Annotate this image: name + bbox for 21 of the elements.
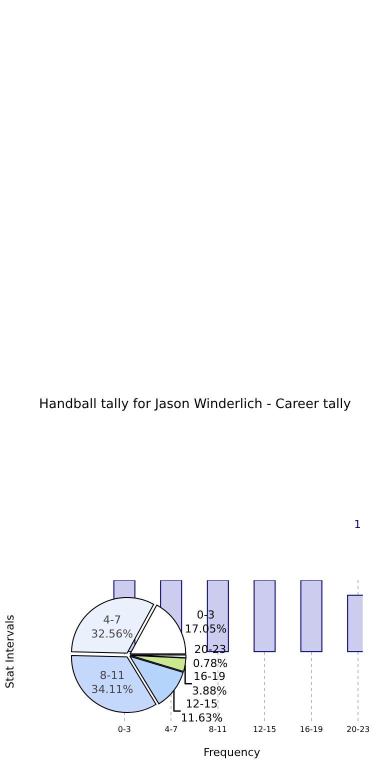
data-label: 0.78%	[192, 657, 228, 670]
y-axis-title: Stat Intervals	[4, 614, 17, 688]
data-label: 32.56%	[91, 628, 134, 641]
data-label: 11.63%	[180, 712, 223, 725]
pie-slice	[71, 655, 157, 713]
text: 1	[354, 518, 361, 531]
slice-label: 8-11	[100, 668, 125, 682]
x-tick-label: 0-3	[118, 725, 131, 734]
x-tick-label: 12-15	[253, 725, 276, 734]
slice-label: 16-19	[193, 670, 226, 684]
x-axis-title: Frequency	[203, 746, 261, 760]
x-tick-label: 8-11	[208, 725, 227, 734]
data-label: 34.11%	[91, 683, 134, 696]
x-tick-label: 16-19	[300, 725, 324, 734]
x-tick-label: 4-7	[164, 725, 178, 734]
x-tick-label: 20-23	[346, 725, 370, 734]
pie-slice	[71, 597, 154, 654]
chart-title: Handball tally for Jason Winderlich - Career tally	[39, 397, 352, 412]
slice-label: 4-7	[103, 613, 122, 626]
slice-label: 12-15	[186, 697, 218, 710]
data-label: 3.88%	[192, 684, 227, 698]
